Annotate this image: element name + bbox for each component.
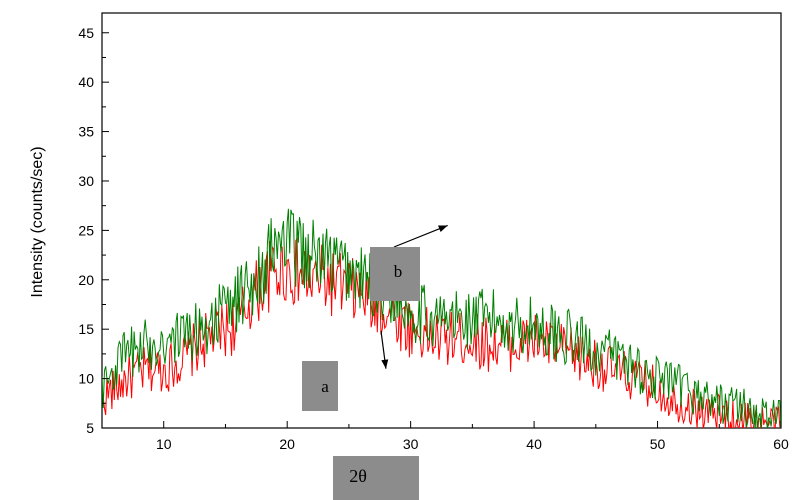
y-axis-label: Intensity (counts/sec) <box>29 146 46 297</box>
annotation-box-b <box>370 247 420 301</box>
x-axis-label: 2θ <box>349 466 367 486</box>
plot-frame <box>101 12 782 429</box>
annotation-box-a <box>302 361 338 411</box>
annotation-arrowhead-a <box>381 359 389 369</box>
x-tick-label: 40 <box>526 436 542 452</box>
x-tick-label: 60 <box>773 436 789 452</box>
annotation-arrow-b <box>393 224 448 248</box>
y-tick-label: 5 <box>86 420 94 436</box>
annotation-label-b: b <box>394 262 403 281</box>
y-tick-label: 25 <box>78 222 94 238</box>
annotation-arrowhead-b <box>438 225 448 233</box>
series-line-b <box>102 208 781 428</box>
y-tick-label: 40 <box>78 74 94 90</box>
y-tick-label: 10 <box>78 371 94 387</box>
y-tick-label: 30 <box>78 173 94 189</box>
x-tick-label: 30 <box>403 436 419 452</box>
y-tick-label: 35 <box>78 124 94 140</box>
x-tick-label: 10 <box>156 436 172 452</box>
y-tick-label: 45 <box>78 25 94 41</box>
x-tick-label: 50 <box>650 436 666 452</box>
x-tick-label: 20 <box>279 436 295 452</box>
x-axis-label-box <box>333 456 419 500</box>
y-tick-label: 15 <box>78 321 94 337</box>
y-tick-label: 20 <box>78 272 94 288</box>
annotation-label-a: a <box>321 377 329 396</box>
